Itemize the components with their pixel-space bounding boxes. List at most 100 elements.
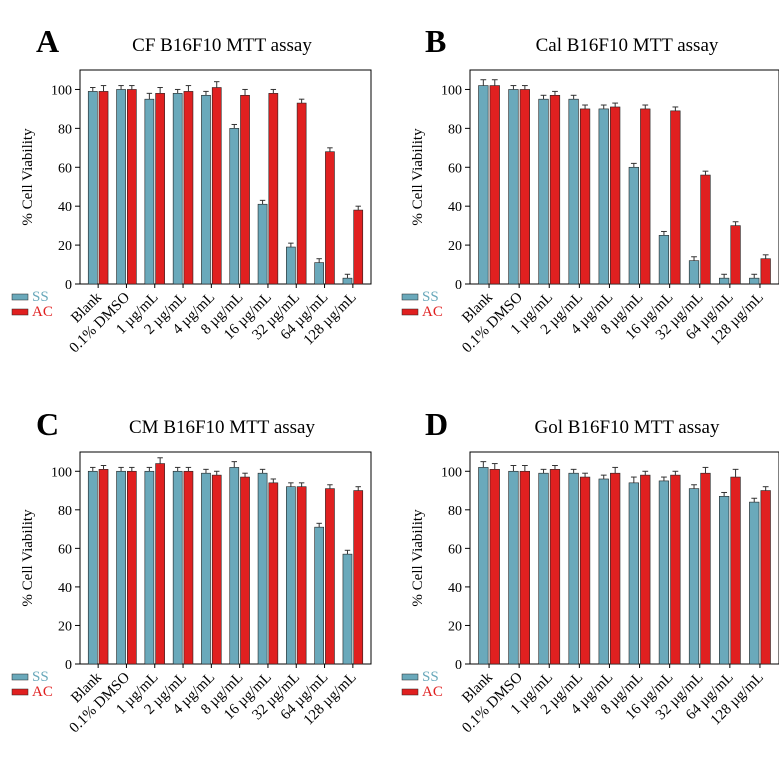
chart-panel-d: D Gol B16F10 MTT assay 0 20 40 60 80 100 % Cell …: [401, 406, 779, 736]
bar-ac: [549, 94, 561, 285]
bar-ss: [342, 277, 353, 285]
bar-ac: [98, 469, 109, 665]
bar-ss: [229, 128, 240, 285]
bar-ac: [730, 225, 741, 285]
bar-ac: [296, 486, 307, 665]
y-tick-label: 80: [58, 122, 72, 137]
bar-ac: [240, 94, 250, 285]
y-tick-label: 40: [448, 200, 462, 215]
bar-ss: [688, 260, 700, 285]
bar-ss: [229, 467, 240, 665]
legend-swatch-ss: [401, 293, 419, 301]
bar-ss: [116, 470, 126, 665]
bar-ac: [183, 470, 194, 665]
y-tick-label: 40: [58, 581, 72, 596]
bar-ac: [325, 151, 335, 285]
bar-ss: [314, 526, 325, 665]
y-axis-label: % Cell Viability: [410, 128, 426, 226]
bar-ss: [598, 108, 609, 285]
panel-letter: C: [36, 406, 59, 442]
panel-letter: A: [36, 23, 59, 59]
y-tick-label: 80: [448, 122, 462, 137]
bar-ss: [628, 482, 639, 665]
y-tick-label: 0: [455, 658, 462, 673]
chart-panel-b: B Cal B16F10 MTT assay 0 20 40 60 80 100 % Cell …: [401, 23, 779, 356]
bar-ac: [489, 85, 500, 285]
y-axis-label: % Cell Viability: [410, 509, 426, 607]
bar-ac: [183, 91, 194, 285]
bar-ss: [658, 235, 670, 285]
bar-ac: [211, 87, 222, 285]
bar-ss: [628, 166, 639, 285]
bar-ac: [126, 470, 137, 665]
bar-ac: [353, 490, 364, 665]
bar-ss: [508, 470, 519, 665]
chart-title: Cal B16F10 MTT assay: [536, 35, 719, 56]
bar-ss: [201, 94, 211, 285]
y-tick-label: 0: [455, 278, 462, 293]
y-tick-label: 60: [448, 542, 462, 557]
y-tick-label: 100: [51, 465, 72, 480]
bar-ac: [268, 93, 279, 285]
bar-ss: [749, 277, 760, 285]
bar-ss: [688, 488, 700, 665]
bar-ss: [538, 98, 549, 285]
bar-ss: [172, 470, 183, 665]
y-tick-label: 0: [65, 658, 72, 673]
y-tick-label: 60: [448, 161, 462, 176]
panel-letter: B: [425, 23, 446, 59]
bar-ss: [144, 470, 155, 665]
legend-label-ac: AC: [32, 304, 53, 320]
legend-label-ss: SS: [422, 289, 439, 305]
legend-swatch-ss: [11, 293, 29, 301]
bar-ss: [719, 496, 730, 665]
bar-ac: [268, 482, 279, 665]
bar-ac: [640, 474, 651, 665]
bar-ac: [240, 476, 250, 665]
bar-ac: [640, 108, 651, 285]
bar-ss: [257, 472, 268, 665]
bar-ss: [342, 553, 353, 665]
y-tick-label: 20: [58, 239, 72, 254]
plot-frame: [79, 451, 372, 665]
bar-ss: [314, 262, 325, 285]
bar-ss: [478, 85, 489, 285]
plot-frame: [469, 451, 779, 665]
y-tick-label: 80: [448, 504, 462, 519]
y-tick-label: 100: [441, 465, 462, 480]
legend-swatch-ac: [11, 688, 29, 696]
legend-label-ac: AC: [32, 684, 53, 700]
bar-ac: [670, 110, 681, 285]
bar-ac: [610, 472, 621, 665]
y-tick-label: 20: [448, 619, 462, 634]
legend-label-ss: SS: [422, 669, 439, 685]
bar-ss: [286, 246, 296, 285]
y-tick-label: 60: [58, 161, 72, 176]
bar-ss: [201, 472, 211, 665]
plot-frame: [469, 69, 779, 285]
bar-ss: [719, 277, 730, 285]
plot-frame: [79, 69, 372, 285]
bar-ss: [257, 203, 268, 285]
bar-ac: [296, 102, 307, 285]
bar-ss: [538, 472, 549, 665]
bar-ac: [700, 174, 711, 285]
legend-label-ss: SS: [32, 669, 49, 685]
legend-swatch-ss: [11, 673, 29, 681]
bar-ac: [489, 469, 500, 665]
legend-label-ac: AC: [422, 684, 443, 700]
bar-ac: [760, 490, 771, 665]
bar-ss: [568, 472, 579, 665]
bar-ac: [610, 106, 621, 285]
bar-ac: [353, 209, 364, 285]
bar-ac: [519, 470, 530, 665]
y-tick-label: 100: [51, 83, 72, 98]
chart-title: CM B16F10 MTT assay: [129, 417, 315, 438]
bar-ac: [325, 488, 335, 665]
bar-ac: [155, 93, 165, 285]
legend-label-ss: SS: [32, 289, 49, 305]
chart-panel-a: A CF B16F10 MTT assay 0 20 40 60 80 100 % Cell V…: [11, 23, 372, 356]
bar-ss: [598, 478, 609, 665]
y-tick-label: 20: [58, 619, 72, 634]
